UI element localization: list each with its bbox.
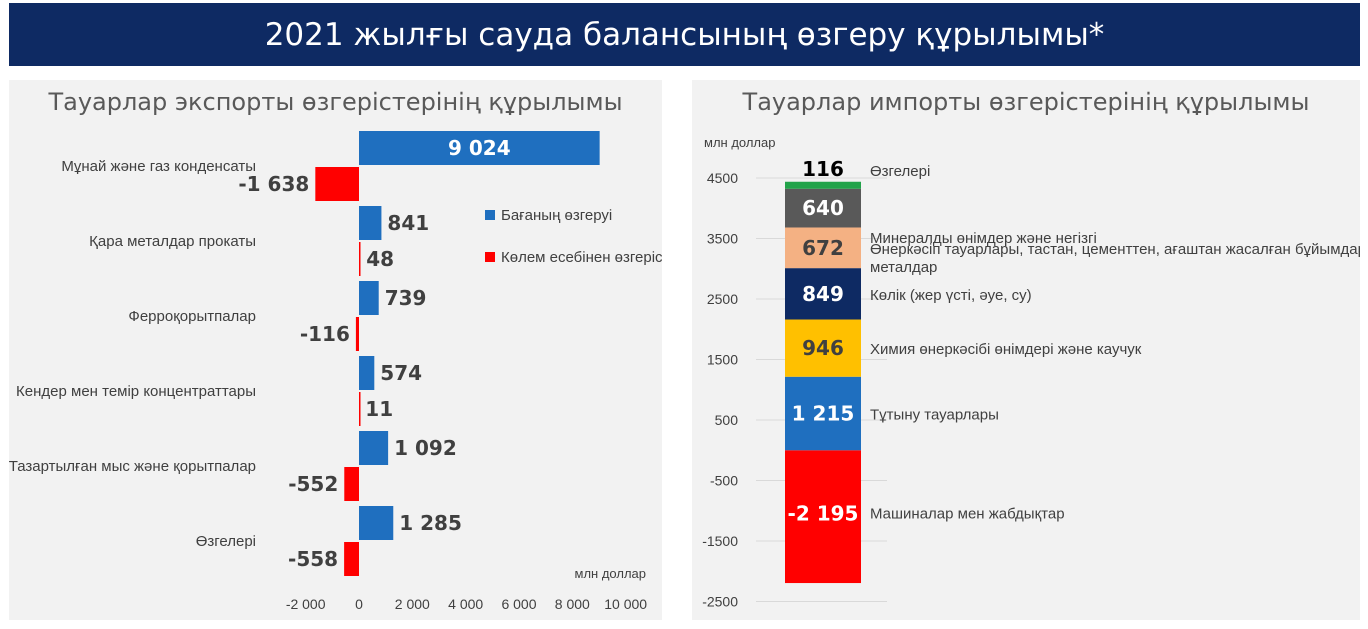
data-label: 11 <box>365 397 393 421</box>
x-tick-label: 10 000 <box>604 596 647 612</box>
segment-name-label: Өзгелері <box>870 163 930 180</box>
legend-label: Бағаның өзгеруі <box>501 207 612 224</box>
volume-change-bar <box>315 167 359 201</box>
export-chart: Мұнай және газ конденсаты Қара металдар п… <box>9 131 662 612</box>
price-change-bar <box>359 431 389 465</box>
data-label: -558 <box>288 547 338 571</box>
x-tick-label: 0 <box>355 596 363 612</box>
price-change-bar <box>359 206 382 240</box>
legend-label: Көлем есебінен өзгеріс <box>501 249 662 266</box>
data-label: 1 285 <box>399 511 462 535</box>
segment-name-label: Көлік (жер үсті, әуе, су) <box>870 287 1032 304</box>
x-tick-label: -2 000 <box>286 596 326 612</box>
category-label: Қара металдар прокаты <box>89 233 256 250</box>
price-change-bar <box>359 506 394 540</box>
volume-change-bar <box>344 542 359 576</box>
volume-change-bar <box>344 467 359 501</box>
data-label: 48 <box>366 247 394 271</box>
export-panel: Тауарлар экспорты өзгерістерінің құрылым… <box>9 80 662 620</box>
data-label: -116 <box>300 322 350 346</box>
import-chart: 4500 3500 2500 1500 500 -500 -1500 -2500 млн дол… <box>702 135 1360 610</box>
segment-name-label: Химия өнеркәсібі өнімдері және каучук <box>870 341 1142 358</box>
legend-swatch <box>485 252 495 262</box>
x-tick-label: 8 000 <box>555 596 590 612</box>
category-label: Ферроқорытпалар <box>128 308 256 325</box>
segment-value-label: -2 195 <box>788 502 859 526</box>
x-tick-label: 6 000 <box>501 596 536 612</box>
volume-change-bar <box>355 317 359 351</box>
volume-change-bar <box>359 242 361 276</box>
data-label: -552 <box>288 472 338 496</box>
segment-value-label: 849 <box>802 282 844 306</box>
import-segment-bar <box>785 227 861 269</box>
price-change-bar <box>359 356 375 390</box>
price-change-bar <box>359 281 379 315</box>
import-chart-title: Тауарлар импорты өзгерістерінің құрылымы <box>742 88 1310 116</box>
unit-label: млн доллар <box>704 135 775 150</box>
x-tick-label: 2 000 <box>395 596 430 612</box>
segment-name-label: Машиналар мен жабдықтар <box>870 506 1065 523</box>
y-tick-label: 1500 <box>707 352 738 368</box>
volume-change-bar <box>359 392 361 426</box>
x-tick-label: 4 000 <box>448 596 483 612</box>
import-segment-bar <box>785 181 861 189</box>
segment-name-label: Минералды өнімдер және негізгі <box>870 230 1097 247</box>
data-label: -1 638 <box>238 172 309 196</box>
y-tick-label: 4500 <box>707 170 738 186</box>
import-segment-bar <box>785 268 861 320</box>
segment-name-label: металдар <box>870 259 937 276</box>
y-tick-label: -2500 <box>702 594 738 610</box>
page-title-banner: 2021 жылғы сауда балансының өзгеру құрыл… <box>9 3 1360 66</box>
y-tick-label: -500 <box>710 473 738 489</box>
y-tick-label: -1500 <box>702 533 738 549</box>
data-label: 9 024 <box>448 136 511 160</box>
unit-label: млн доллар <box>575 566 646 581</box>
export-chart-title: Тауарлар экспорты өзгерістерінің құрылым… <box>48 88 623 116</box>
category-label: Мұнай және газ конденсаты <box>61 158 256 175</box>
segment-value-label: 640 <box>802 196 844 220</box>
category-label: Өзгелері <box>196 533 256 550</box>
y-tick-label: 2500 <box>707 291 738 307</box>
segment-name-label: Өнеркәсіп тауарлары, тастан, цементтен, … <box>870 241 1360 258</box>
segment-value-label: 1 215 <box>792 401 855 425</box>
segment-value-label: 946 <box>802 336 844 360</box>
data-label: 574 <box>380 361 422 385</box>
y-tick-label: 500 <box>715 412 739 428</box>
category-label: Тазартылған мыс және қорытпалар <box>9 458 256 475</box>
import-segment-bar <box>785 450 861 584</box>
import-segment-bar <box>785 319 861 377</box>
page-title: 2021 жылғы сауда балансының өзгеру құрыл… <box>264 16 1105 53</box>
data-label: 739 <box>385 286 427 310</box>
y-tick-label: 3500 <box>707 231 738 247</box>
segment-name-label: Тұтыну тауарлары <box>870 406 999 423</box>
category-label: Кендер мен темір концентраттары <box>16 383 256 400</box>
segment-value-label: 672 <box>802 236 844 260</box>
import-segment-bar <box>785 376 861 451</box>
price-change-bar <box>359 131 600 165</box>
data-label: 841 <box>387 211 429 235</box>
import-panel: Тауарлар импорты өзгерістерінің құрылымы… <box>692 80 1360 620</box>
segment-value-label: 116 <box>802 157 844 181</box>
legend-swatch <box>485 210 495 220</box>
import-segment-bar <box>785 188 861 228</box>
data-label: 1 092 <box>394 436 457 460</box>
